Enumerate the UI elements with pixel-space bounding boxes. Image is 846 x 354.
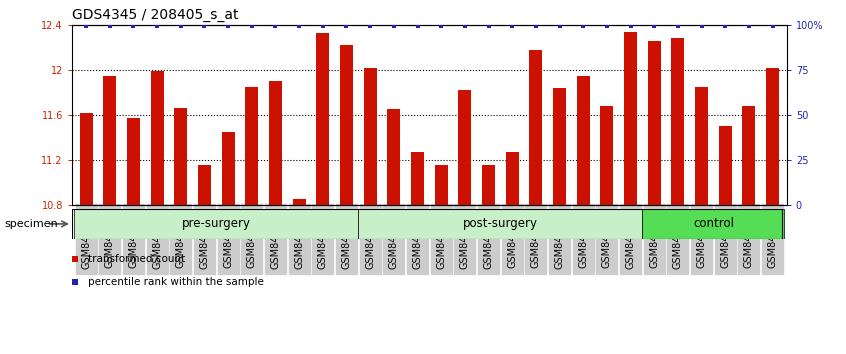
- Bar: [482, 165, 495, 205]
- Bar: [364, 68, 376, 205]
- Bar: [642, 209, 784, 239]
- Bar: [198, 165, 211, 205]
- Bar: [601, 106, 613, 205]
- Bar: [103, 75, 116, 205]
- Bar: [269, 81, 282, 205]
- Bar: [530, 50, 542, 205]
- Bar: [695, 87, 708, 205]
- Text: GDS4345 / 208405_s_at: GDS4345 / 208405_s_at: [72, 8, 239, 22]
- Bar: [672, 38, 684, 205]
- Bar: [127, 119, 140, 205]
- Bar: [80, 113, 92, 205]
- Bar: [624, 32, 637, 205]
- Bar: [411, 152, 424, 205]
- Bar: [435, 165, 448, 205]
- Bar: [648, 41, 661, 205]
- Bar: [577, 75, 590, 205]
- Bar: [151, 71, 163, 205]
- Bar: [293, 199, 305, 205]
- Bar: [222, 132, 234, 205]
- Bar: [743, 106, 755, 205]
- Text: pre-surgery: pre-surgery: [182, 217, 250, 230]
- Bar: [766, 68, 779, 205]
- Bar: [74, 209, 359, 239]
- Text: control: control: [693, 217, 733, 230]
- Bar: [174, 108, 187, 205]
- Bar: [553, 88, 566, 205]
- Bar: [245, 87, 258, 205]
- Bar: [459, 90, 471, 205]
- Bar: [340, 45, 353, 205]
- Text: transformed count: transformed count: [88, 254, 185, 264]
- Bar: [506, 152, 519, 205]
- Bar: [316, 33, 329, 205]
- Text: post-surgery: post-surgery: [463, 217, 538, 230]
- Text: specimen: specimen: [4, 219, 58, 229]
- Bar: [387, 109, 400, 205]
- Bar: [359, 209, 642, 239]
- Bar: [719, 126, 732, 205]
- Text: percentile rank within the sample: percentile rank within the sample: [88, 277, 263, 287]
